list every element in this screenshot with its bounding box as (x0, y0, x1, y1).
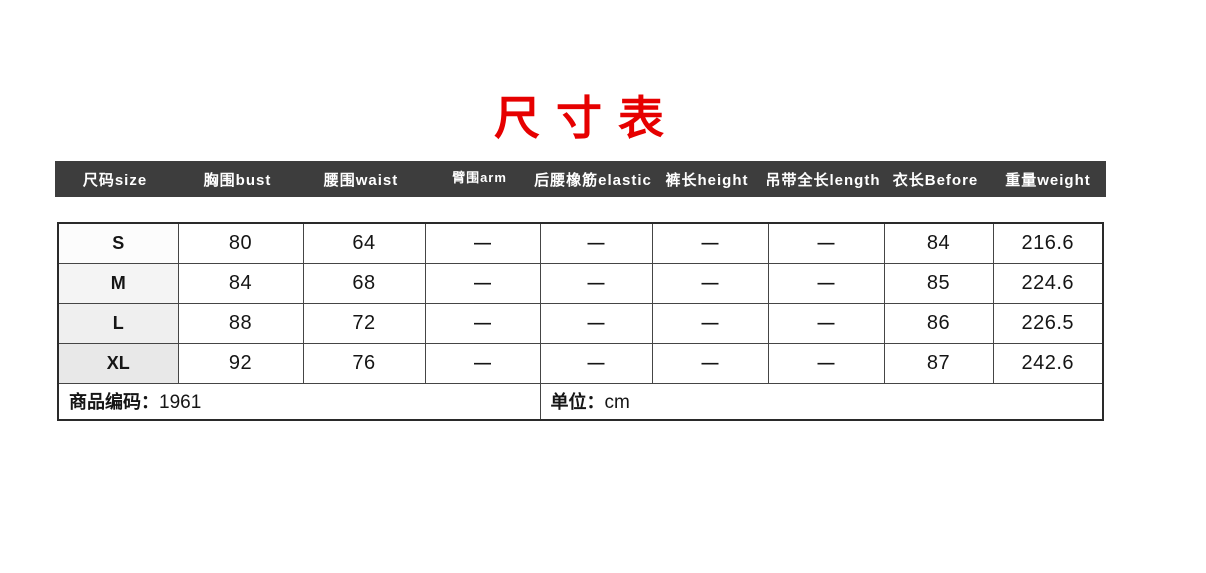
table-row-s: S 80 64 — — — — 84 216.6 (57, 222, 1104, 264)
length-cell: — (767, 302, 885, 344)
product-code-label: 商品编码： (69, 392, 159, 413)
unit-label: 单位： (550, 392, 605, 413)
arm-cell: — (424, 342, 541, 384)
unit-value: cm (604, 392, 630, 414)
table-header-row: 尺码size 胸围bust 腰围waist 臂围arm 后腰橡筋elastic … (55, 161, 1106, 197)
table-row-l: L 88 72 — — — — 86 226.5 (57, 302, 1104, 344)
column-header-height: 裤长height (665, 171, 749, 189)
column-header-elastic: 后腰橡筋elastic (534, 171, 652, 189)
column-header-length: 吊带全长length (765, 171, 881, 189)
column-header-bust: 胸围bust (203, 171, 272, 189)
elastic-cell: — (539, 302, 653, 344)
column-header-waist: 腰围waist (323, 171, 399, 189)
length-cell: — (767, 342, 885, 384)
size-cell: L (57, 302, 179, 344)
bust-cell: 80 (177, 222, 304, 264)
waist-cell: 64 (302, 222, 426, 264)
arm-cell: — (424, 222, 541, 264)
length-cell: — (767, 222, 885, 264)
unit-cell: 单位：cm (539, 382, 1104, 421)
before-cell: 87 (883, 342, 994, 384)
elastic-cell: — (539, 222, 653, 264)
column-header-arm: 臂围arm (452, 169, 507, 185)
length-cell: — (767, 262, 885, 304)
bust-cell: 88 (177, 302, 304, 344)
weight-cell: 216.6 (992, 222, 1104, 264)
arm-cell: — (424, 302, 541, 344)
before-cell: 85 (883, 262, 994, 304)
column-header-weight: 重量weight (1005, 171, 1091, 189)
height-cell: — (651, 222, 769, 264)
before-cell: 86 (883, 302, 994, 344)
weight-cell: 224.6 (992, 262, 1104, 304)
table-footer-row: 商品编码：1961 单位：cm (57, 382, 1104, 421)
weight-cell: 226.5 (992, 302, 1104, 344)
size-table: S 80 64 — — — — 84 216.6 M 84 68 — — — —… (57, 222, 1104, 421)
weight-cell: 242.6 (992, 342, 1104, 384)
height-cell: — (651, 262, 769, 304)
arm-cell: — (424, 262, 541, 304)
product-code-value: 1961 (159, 392, 202, 414)
size-cell: XL (57, 342, 179, 384)
bust-cell: 92 (177, 342, 304, 384)
size-cell: M (57, 262, 179, 304)
height-cell: — (651, 302, 769, 344)
bust-cell: 84 (177, 262, 304, 304)
product-code-cell: 商品编码：1961 (57, 382, 541, 421)
waist-cell: 72 (302, 302, 426, 344)
table-row-m: M 84 68 — — — — 85 224.6 (57, 262, 1104, 304)
before-cell: 84 (883, 222, 994, 264)
table-row-xl: XL 92 76 — — — — 87 242.6 (57, 342, 1104, 384)
elastic-cell: — (539, 262, 653, 304)
column-header-before: 衣长Before (892, 171, 979, 189)
column-header-size: 尺码size (82, 171, 148, 189)
waist-cell: 76 (302, 342, 426, 384)
elastic-cell: — (539, 342, 653, 384)
waist-cell: 68 (302, 262, 426, 304)
size-cell: S (57, 222, 179, 264)
page-title: 尺寸表 (494, 91, 680, 145)
height-cell: — (651, 342, 769, 384)
